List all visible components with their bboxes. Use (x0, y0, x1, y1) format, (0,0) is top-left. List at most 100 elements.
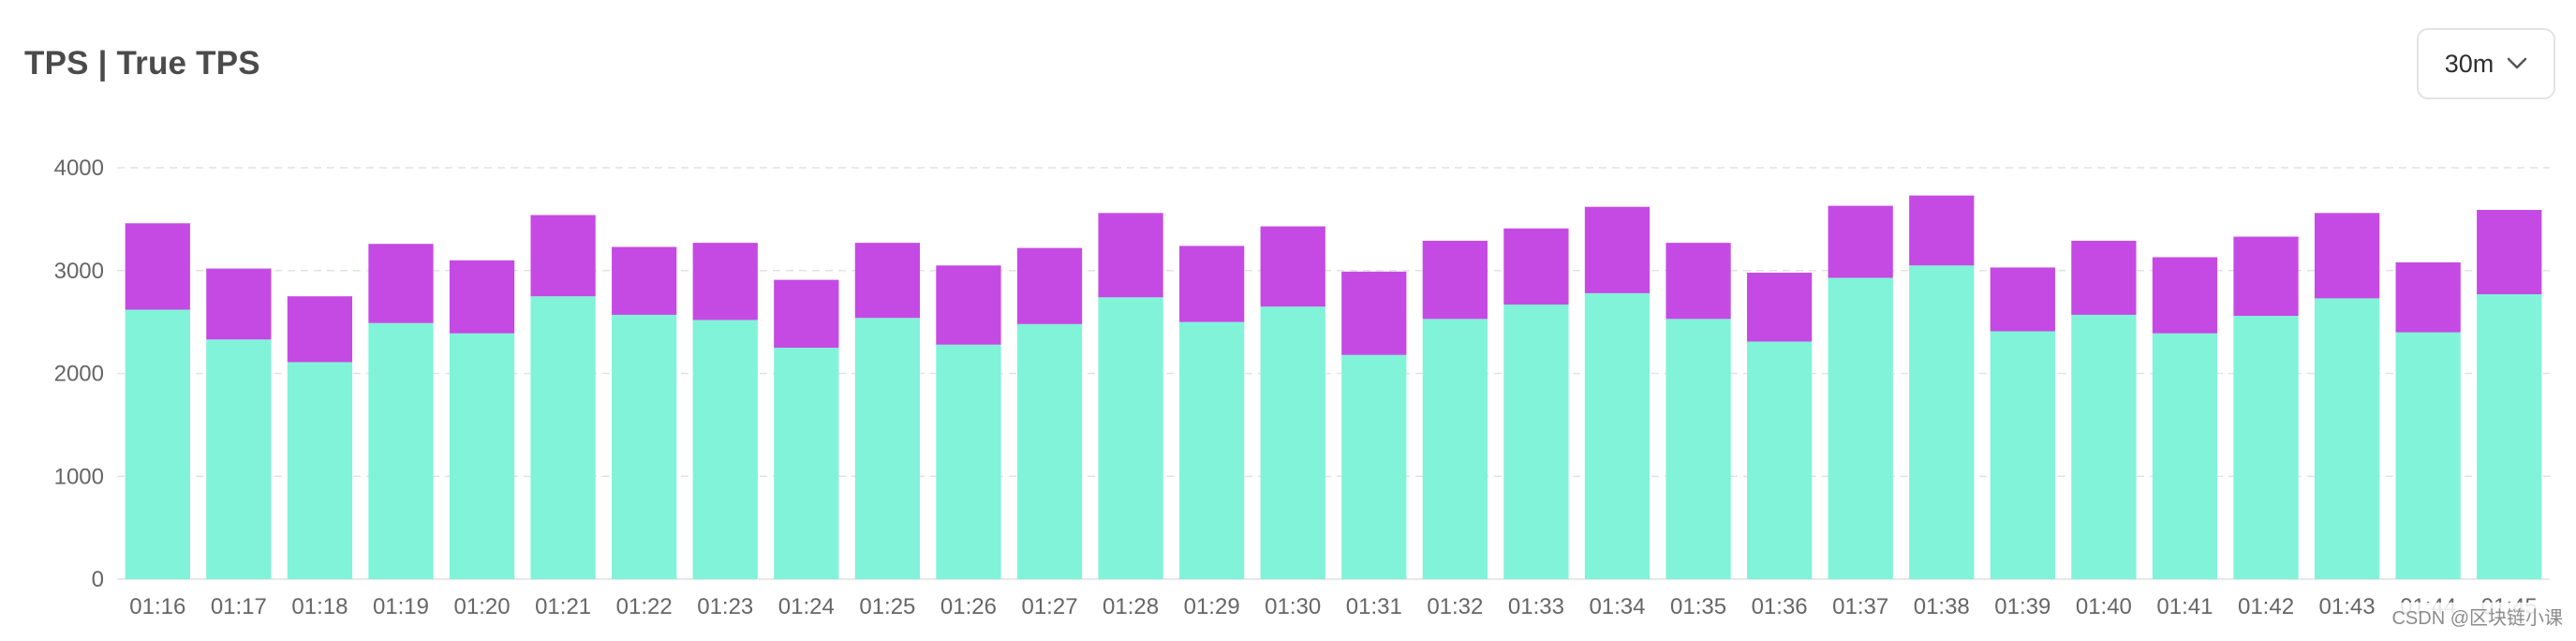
x-tick-label: 01:25 (859, 594, 915, 619)
bar-true-tps (692, 243, 758, 320)
bar-tps (1909, 265, 1975, 579)
bar-true-tps (2071, 240, 2137, 315)
x-tick-label: 01:32 (1427, 594, 1483, 619)
bar-true-tps (1016, 247, 1083, 324)
bar-tps (1016, 323, 1083, 579)
bar-true-tps (774, 279, 839, 349)
bar-tps (1098, 297, 1163, 579)
bar-tps (854, 318, 921, 579)
bar-tps (774, 348, 839, 579)
bar-true-tps (854, 243, 921, 319)
bar-tps (2314, 298, 2380, 579)
x-tick-label: 01:35 (1670, 594, 1726, 619)
bar-true-tps (1260, 226, 1325, 307)
bar-tps (368, 322, 434, 579)
x-tick-label: 01:24 (778, 594, 835, 619)
bar-tps (1584, 292, 1651, 579)
bar-tps (1828, 277, 1893, 579)
bar-true-tps (1990, 267, 2055, 332)
x-tick-label: 01:21 (535, 594, 591, 619)
bar-true-tps (1179, 246, 1245, 322)
x-tick-label: 01:19 (373, 594, 429, 619)
bar-tps (125, 309, 190, 579)
bar-true-tps (287, 296, 353, 363)
bar-true-tps (2314, 213, 2380, 299)
panel-title: TPS | True TPS (24, 45, 260, 82)
bar-true-tps (1098, 213, 1163, 298)
bar-true-tps (2395, 261, 2461, 333)
bar-tps (2071, 314, 2137, 579)
bar-true-tps (368, 244, 434, 323)
y-tick-label: 1000 (54, 464, 104, 489)
bar-true-tps (1828, 205, 1893, 278)
time-range-select[interactable]: 30m (2417, 28, 2555, 99)
x-tick-label: 01:27 (1021, 594, 1077, 619)
bar-tps (1990, 331, 2055, 579)
x-tick-label: 01:36 (1752, 594, 1808, 619)
x-tick-label: 01:20 (454, 594, 511, 619)
x-tick-label: 01:39 (1994, 594, 2050, 619)
bar-true-tps (2233, 236, 2299, 317)
bar-tps (1666, 319, 1731, 579)
bar-tps (2395, 332, 2461, 579)
x-tick-label: 01:38 (1914, 594, 1970, 619)
bar-true-tps (1503, 228, 1569, 305)
x-tick-label: 01:31 (1346, 594, 1402, 619)
x-tick-label: 01:37 (1832, 594, 1888, 619)
x-tick-label: 01:18 (291, 594, 348, 619)
bar-tps (287, 362, 353, 579)
bar-true-tps (2477, 209, 2542, 294)
bar-tps (2233, 316, 2299, 579)
bar-true-tps (1584, 206, 1651, 293)
bar-tps (692, 320, 758, 579)
time-range-value: 30m (2444, 49, 2495, 78)
bar-tps (449, 333, 515, 579)
x-tick-label: 01:16 (129, 594, 185, 619)
bar-true-tps (206, 268, 272, 340)
csdn-watermark: CSDN @区块链小课 (2388, 603, 2567, 630)
bar-tps (612, 314, 677, 579)
x-tick-label: 01:26 (940, 594, 997, 619)
x-tick-label: 01:29 (1184, 594, 1240, 619)
bar-tps (936, 344, 1001, 579)
bar-true-tps (449, 260, 515, 334)
bar-tps (1422, 319, 1488, 579)
bar-tps (2152, 333, 2218, 579)
x-tick-label: 01:23 (697, 594, 753, 619)
x-tick-label: 01:42 (2238, 594, 2294, 619)
x-tick-label: 01:30 (1265, 594, 1321, 619)
x-tick-label: 01:34 (1589, 594, 1645, 619)
x-tick-label: 01:22 (616, 594, 673, 619)
bar-tps (1260, 306, 1325, 579)
x-tick-label: 01:41 (2156, 594, 2213, 619)
x-tick-label: 01:40 (2076, 594, 2132, 619)
bar-true-tps (125, 223, 190, 310)
bar-true-tps (1909, 195, 1975, 266)
bar-true-tps (936, 265, 1001, 345)
bar-tps (1341, 354, 1407, 579)
bar-tps (1503, 304, 1569, 579)
x-tick-label: 01:33 (1508, 594, 1564, 619)
bar-true-tps (2152, 257, 2218, 334)
y-tick-label: 2000 (54, 362, 104, 387)
bar-tps (1179, 321, 1245, 579)
y-tick-label: 0 (92, 567, 104, 592)
bar-tps (1746, 341, 1813, 579)
x-tick-label: 01:43 (2319, 594, 2376, 619)
chevron-down-icon (2508, 57, 2527, 69)
y-tick-label: 4000 (54, 156, 104, 181)
bar-true-tps (530, 215, 596, 297)
bar-true-tps (612, 246, 677, 315)
bar-true-tps (1422, 240, 1488, 320)
x-tick-label: 01:17 (211, 594, 267, 619)
bar-tps (530, 296, 596, 579)
bar-true-tps (1666, 243, 1731, 320)
y-tick-label: 3000 (54, 259, 104, 284)
x-tick-label: 01:28 (1103, 594, 1159, 619)
bar-tps (2477, 293, 2542, 579)
bar-true-tps (1746, 272, 1813, 342)
bar-true-tps (1341, 271, 1407, 355)
bar-tps (206, 339, 272, 579)
